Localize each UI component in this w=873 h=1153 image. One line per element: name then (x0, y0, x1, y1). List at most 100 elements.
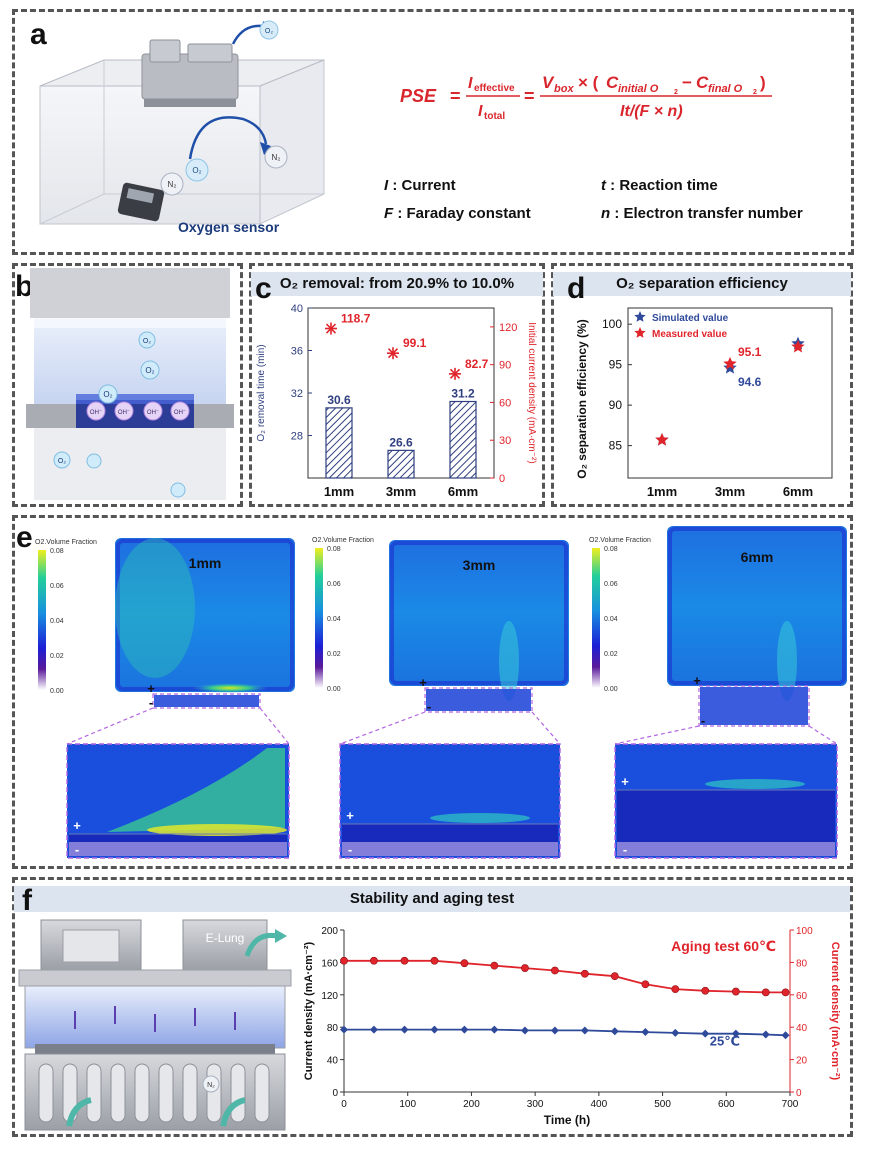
annotation-measured: 95.1 (738, 345, 762, 359)
y2-tick-label: 90 (499, 360, 511, 372)
bar-data-label: 31.2 (451, 387, 475, 401)
y-tick-label: 0 (332, 1088, 338, 1099)
legend-marker (634, 327, 646, 338)
simulated-value-point (723, 360, 737, 374)
svg-text:OH⁻: OH⁻ (174, 410, 186, 416)
y-tick-label: 80 (327, 1023, 339, 1034)
device-icon (141, 39, 239, 107)
panel-c-title: O₂ removal: from 20.9% to 10.0% (251, 272, 543, 296)
y2-tick-label: 20 (796, 1056, 808, 1067)
minus-electrode-label: - (701, 713, 705, 728)
oxygen-sensor-label: Oxygen sensor (178, 219, 280, 235)
annotation-simulated: 94.6 (738, 375, 762, 389)
y-tick-label: 90 (609, 398, 623, 412)
chart-c: 28 32 36 40 0 30 60 90 120 O₂ removal time (min) I… (256, 303, 537, 499)
data-point-60c (671, 985, 680, 994)
data-point-25c (731, 1029, 740, 1038)
colorbar-tick-label: 0.06 (50, 583, 64, 590)
panel-e (12, 515, 853, 869)
data-point-60c (430, 956, 439, 965)
y-tick-label: 40 (291, 303, 303, 315)
x-tick-label: 600 (718, 1099, 735, 1110)
data-point-60c (340, 956, 348, 965)
y-tick-label: 85 (609, 439, 623, 453)
colorbar-tick-label: 0.06 (327, 581, 341, 588)
svg-text:total: total (484, 111, 505, 122)
current-density-point (325, 322, 337, 335)
x-axis-label: Time (h) (544, 1113, 590, 1127)
svg-text:OH⁻: OH⁻ (90, 410, 102, 416)
thickness-label: 3mm (463, 557, 496, 573)
svg-text:N₂: N₂ (207, 1082, 215, 1089)
o2-bubble-icon (259, 20, 279, 40)
panel-f-title: Stability and aging test (14, 886, 850, 912)
legend-marker (634, 311, 646, 322)
bar-removal-time (449, 400, 477, 479)
o2-bubble-icon (98, 384, 118, 404)
y-axis-label: O₂ separation efficiency (%) (575, 319, 589, 478)
minus-electrode-label: - (75, 842, 79, 857)
panel-f-illustration: E-Lung N₂ (18, 919, 292, 1131)
oh-ion-icon (86, 401, 106, 421)
chart-f: 0 100 200 300 400 500 600 700040801201602000204… (303, 926, 841, 1127)
svg-text:E-Lung: E-Lung (206, 931, 245, 945)
plus-electrode-label: + (419, 675, 427, 690)
panel-d-label: d (567, 272, 586, 305)
svg-text:O₂: O₂ (192, 166, 201, 175)
svg-text:OH⁻: OH⁻ (118, 410, 130, 416)
zoom-region-box (152, 693, 261, 709)
y-tick-label: 36 (291, 346, 303, 358)
zoom-region-box (424, 687, 533, 713)
panel-c (249, 263, 545, 507)
svg-text:C: C (606, 73, 619, 92)
panel-f (12, 877, 853, 1137)
volume-fraction-field (115, 538, 295, 692)
x-tick-label: 300 (527, 1099, 544, 1110)
svg-text:V: V (542, 73, 555, 92)
data-point-60c (701, 986, 710, 995)
svg-text:initial O: initial O (618, 83, 659, 95)
chart-d: 85 90 95 100 O₂ separation efficiency (%) 1mm… (575, 307, 833, 499)
def-current: I : Current (384, 177, 456, 194)
y-tick-label: 120 (321, 991, 338, 1002)
svg-text:I: I (468, 75, 473, 92)
plot-frame (627, 307, 833, 479)
data-point-60c (370, 956, 378, 965)
x-tick-label: 400 (591, 1099, 608, 1110)
thickness-label: 1mm (189, 555, 222, 571)
point-data-label: 99.1 (403, 336, 427, 350)
n2-bubble-icon (160, 172, 184, 196)
svg-text:C: C (696, 73, 709, 92)
def-faraday: F : Faraday constant (384, 205, 531, 222)
series-line-25c (344, 1028, 786, 1037)
svg-text:O₂: O₂ (265, 28, 273, 35)
colorbar-tick-label: 0.02 (50, 653, 64, 660)
bar-data-label: 30.6 (327, 393, 351, 407)
o2-bubble-icon (138, 331, 156, 349)
x-tick-label: 0 (341, 1099, 347, 1110)
data-point-25c (340, 1025, 348, 1034)
measured-value-point (723, 356, 737, 370)
svg-text:2: 2 (753, 89, 757, 96)
point-data-label: 82.7 (465, 357, 489, 371)
data-point-60c (400, 956, 409, 965)
svg-text:× (: × ( (578, 73, 599, 92)
series-label-60c: Aging test 60℃ (671, 938, 776, 954)
volume-fraction-field (389, 540, 569, 686)
colorbar-tick-label: 0.08 (604, 546, 618, 553)
data-point-25c (520, 1026, 529, 1035)
colorbar-tick-label: 0.04 (604, 616, 618, 623)
data-point-25c (641, 1028, 650, 1037)
data-point-25c (369, 1025, 378, 1034)
svg-text:2: 2 (674, 89, 678, 96)
pse-formula: PSE = I effective I total = V box × ( C … (400, 73, 772, 122)
data-point-60c (781, 988, 790, 997)
svg-text:PSE: PSE (400, 86, 437, 106)
data-point-60c (550, 966, 559, 975)
svg-text:−: − (682, 73, 692, 92)
data-point-25c (400, 1025, 409, 1034)
colorbar-tick-label: 0.02 (327, 651, 341, 658)
y-tick-label: 200 (321, 926, 338, 937)
svg-text:It/(F × n): It/(F × n) (620, 103, 683, 120)
svg-text:O₂: O₂ (145, 366, 154, 375)
